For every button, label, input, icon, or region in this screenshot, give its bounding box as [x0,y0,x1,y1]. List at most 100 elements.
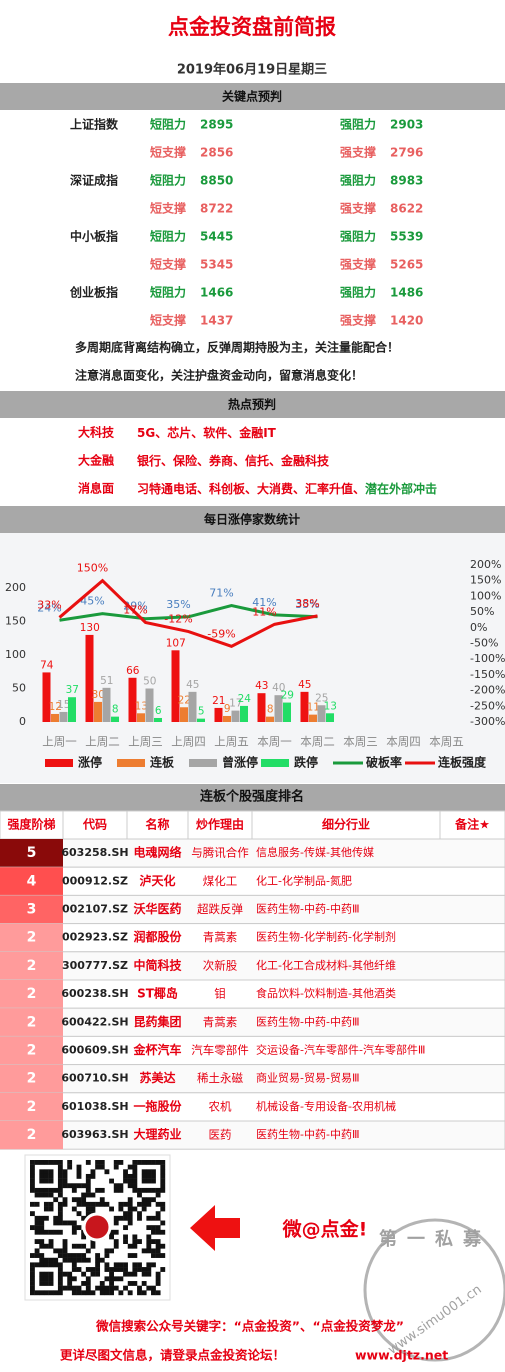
qr-module [57,1215,63,1221]
qr-module [137,1201,142,1207]
qr-module [123,1169,128,1175]
bar [197,718,205,722]
qr-module [90,1267,96,1272]
qr-module [90,1206,96,1212]
code: 600609.SH [61,1044,128,1057]
bar-label: 40 [272,682,285,694]
qr-module [132,1234,138,1240]
qr-module [57,1290,63,1296]
bar [85,634,94,722]
level: 2 [27,958,37,974]
column-header: 代码 [82,817,107,832]
qr-module [104,1267,110,1272]
bar-label: 66 [126,665,140,677]
qr-module [43,1229,49,1235]
bar-label: 50 [143,676,156,688]
qr-module [127,1215,133,1221]
qr-module [137,1187,142,1193]
qr-module [62,1173,68,1179]
qr-module [151,1178,156,1184]
qr-module [81,1234,87,1240]
qr-module [127,1281,133,1286]
qr-module [53,1257,59,1263]
qr-module [155,1253,161,1258]
qr-module [90,1173,96,1179]
qr-module [39,1192,45,1198]
qr-module [48,1178,54,1184]
qr-module [104,1169,110,1175]
legend-label: 连板强度 [438,755,487,770]
qr-module [137,1215,142,1221]
qr-module [132,1262,138,1268]
qr-module [57,1201,63,1207]
qr-module [34,1290,40,1296]
qr-module [137,1285,142,1291]
qr-module [30,1225,35,1231]
qr-module [127,1201,133,1207]
qr-module [30,1178,35,1184]
line [59,603,318,622]
qr-module [109,1178,114,1184]
qr-module [123,1178,128,1184]
stock-name: 泸天化 [139,873,175,888]
qr-module [43,1215,49,1221]
qr-module [81,1192,87,1198]
qr-module [123,1239,128,1244]
qr-module [99,1281,105,1286]
qr-module [109,1276,114,1282]
qr-module [132,1160,138,1165]
qr-module [85,1281,91,1286]
qr-module [43,1169,49,1175]
level-label: 强阻力 [340,117,376,132]
code: 002923.SZ [62,931,128,944]
qr-module [85,1160,91,1165]
qr-module [113,1285,119,1291]
topic-text-part: 习特通电话、科创板、大消费、汇率升值、 [137,481,365,496]
qr-module [30,1201,35,1207]
qr-module [146,1197,152,1203]
qr-module [137,1211,142,1217]
qr-module [151,1160,156,1165]
level-label: 强阻力 [340,285,376,300]
industry: 化工-化学制品-氮肥 [256,873,352,887]
bar [274,695,283,722]
qr-module [127,1178,133,1184]
bar-label: 30 [92,689,105,701]
bar-label: 45 [186,679,199,691]
qr-module [118,1183,124,1189]
qr-module [57,1281,63,1286]
qr-module [76,1290,82,1296]
qr-module [57,1229,63,1235]
topic-label: 大科技 [78,425,115,440]
level-label: 短支撑 [150,145,186,160]
qr-module [99,1285,105,1291]
column-header: 备注★ [454,817,490,832]
qr-module [109,1234,114,1240]
qr-module [132,1178,138,1184]
industry: 医药生物-中药-中药Ⅲ [256,1014,360,1028]
qr-module [104,1290,110,1296]
qr-module [57,1173,63,1179]
footer-url: www.djtz.net [355,1348,448,1363]
level-label: 强阻力 [340,229,376,244]
qr-module [71,1187,77,1193]
bar-label: 11 [307,702,320,714]
watermark-ring [363,1218,505,1362]
qr-module [48,1187,54,1193]
stock-name: 一拖股份 [133,1098,182,1113]
industry: 交运设备-汽车零部件-汽车零部件Ⅲ [256,1043,426,1057]
qr-module [76,1257,82,1263]
qr-module [53,1290,59,1296]
bar [223,715,231,722]
bar [145,688,154,722]
stock-name: 电魂网络 [133,845,181,860]
reason: 医药 [209,1128,232,1142]
qr-module [34,1192,40,1198]
bar-label: 12 [49,701,62,713]
qr-module [71,1257,77,1263]
qr-module [95,1262,101,1268]
index-name: 中小板指 [70,229,118,244]
qr-module [57,1267,63,1272]
qr-module [90,1239,96,1244]
qr-module [57,1271,63,1277]
